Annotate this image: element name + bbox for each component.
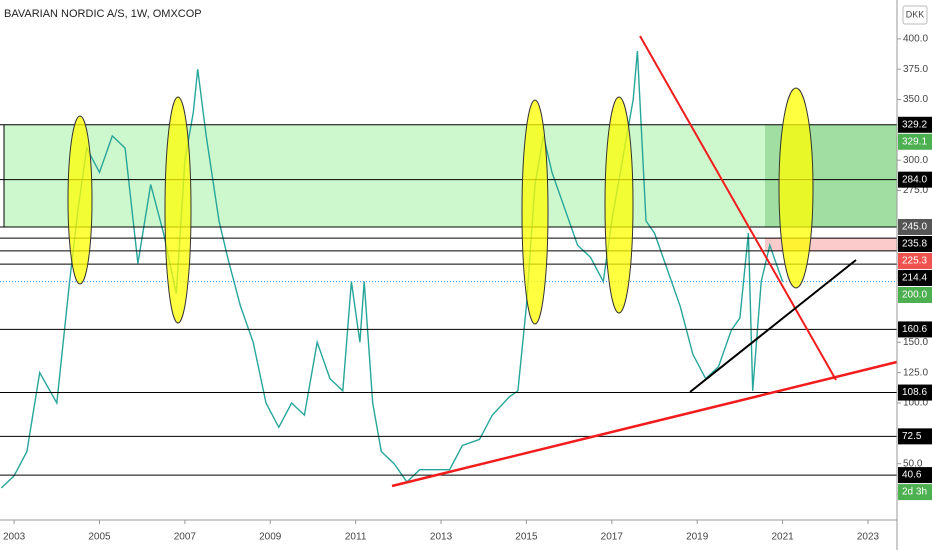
level-tag-label: 329.1 xyxy=(902,136,927,147)
trend-line xyxy=(689,259,857,393)
level-tag xyxy=(898,467,932,484)
x-tick-label: 2007 xyxy=(174,532,197,543)
price-line xyxy=(0,50,784,489)
level-tag-label: 225.3 xyxy=(902,256,927,267)
level-tag xyxy=(898,428,932,445)
highlight-ellipse xyxy=(164,96,192,324)
level-tag-label: 329.2 xyxy=(902,119,927,130)
levels-layer xyxy=(0,124,897,476)
title-bg xyxy=(0,0,300,28)
y-tick-label: 375.0 xyxy=(903,64,928,75)
x-tick-label: 2013 xyxy=(430,532,453,543)
price-layer xyxy=(0,50,784,489)
y-tick-label: 150.0 xyxy=(903,337,928,348)
x-tick-label: 2021 xyxy=(771,532,794,543)
y-tick-label: 300.0 xyxy=(903,155,928,166)
zones xyxy=(3,124,897,251)
trend-line xyxy=(391,360,898,488)
currency: DKK xyxy=(906,9,925,19)
highlight-ellipse xyxy=(67,115,93,285)
y-tick-label: 125.0 xyxy=(903,367,928,378)
level-tag xyxy=(898,218,932,235)
y-tick-label: 275.0 xyxy=(903,185,928,196)
level-tag xyxy=(898,116,932,133)
x-tick-label: 2015 xyxy=(515,532,538,543)
x-tick-label: 2005 xyxy=(88,532,111,543)
x-tick-label: 2017 xyxy=(601,532,624,543)
level-tag-label: 200.0 xyxy=(902,290,927,301)
support-zone xyxy=(4,124,897,227)
level-tag xyxy=(898,321,932,338)
countdown: 2d 3h xyxy=(902,487,927,498)
level-tag-label: 235.8 xyxy=(902,239,927,250)
y-tick-label: 50.0 xyxy=(903,458,923,469)
x-tick-label: 2011 xyxy=(345,532,367,543)
highlight-ellipse xyxy=(604,96,634,314)
x-tick-label: 2023 xyxy=(857,532,880,543)
level-tag xyxy=(898,286,932,303)
level-tag xyxy=(898,269,932,286)
y-tick-label: 400.0 xyxy=(903,33,928,44)
drawings xyxy=(67,35,898,488)
level-tag xyxy=(898,133,932,150)
x-tick-label: 2003 xyxy=(3,532,26,543)
highlight-ellipse xyxy=(521,99,549,325)
level-tag-label: 284.0 xyxy=(902,174,927,185)
level-tag-label: 245.0 xyxy=(902,222,927,233)
level-tag-label: 160.6 xyxy=(902,324,927,335)
x-tick-label: 2009 xyxy=(259,532,282,543)
level-tag-label: 72.5 xyxy=(902,431,922,442)
level-tag-label: 214.4 xyxy=(902,273,927,284)
trend-line xyxy=(639,35,837,381)
x-tick-label: 2019 xyxy=(686,532,709,543)
y-tick-label: 100.0 xyxy=(903,398,928,409)
level-tag-label: 40.6 xyxy=(902,470,922,481)
level-tag xyxy=(898,235,932,252)
highlight-ellipse xyxy=(778,87,814,289)
level-tag xyxy=(898,171,932,188)
countdown-tag xyxy=(898,484,932,501)
y-tick-label: 350.0 xyxy=(903,94,928,105)
level-tag-label: 108.6 xyxy=(902,387,927,398)
chart-title: BAVARIAN NORDIC A/S, 1W, OMXCOP xyxy=(4,8,202,20)
level-tag xyxy=(898,384,932,401)
level-tag xyxy=(898,252,932,269)
currency-box xyxy=(902,5,928,25)
